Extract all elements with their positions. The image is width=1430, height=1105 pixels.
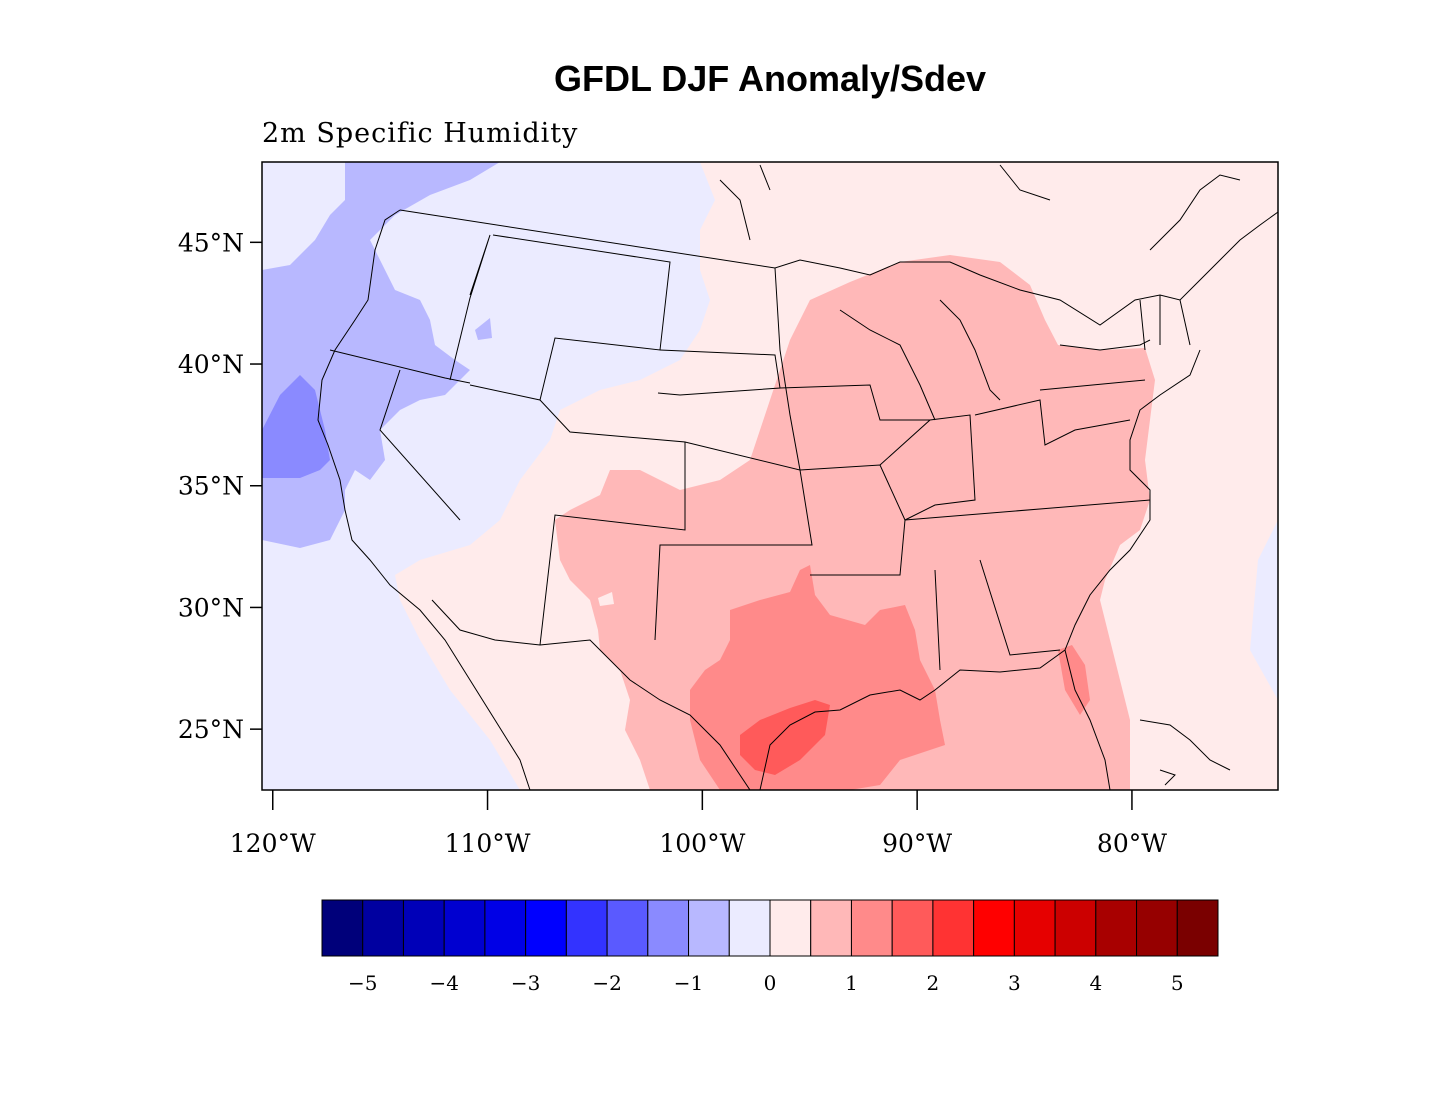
map-plot-area [262, 162, 1278, 790]
contour-2-to-3-florida [1058, 645, 1090, 715]
latitude-axis: 45°N 40°N 35°N 30°N 25°N [178, 228, 262, 744]
map-subtitle: 2m Specific Humidity [262, 118, 579, 149]
colorbar-label: −2 [592, 971, 621, 995]
colorbar-swatch [810, 899, 852, 957]
colorbar-label: 3 [1008, 971, 1021, 995]
colorbar-swatch [1095, 899, 1138, 957]
colorbar-label: 1 [845, 971, 858, 995]
colorbar-label: 2 [927, 971, 940, 995]
colorbar-swatch [891, 899, 934, 957]
colorbar-swatch [850, 899, 893, 957]
colorbar-swatch [525, 899, 567, 957]
lat-tick-label: 25°N [178, 715, 244, 744]
colorbar-swatch [1136, 899, 1178, 957]
map-frame [261, 161, 1279, 791]
lon-tick-label: 110°W [445, 829, 531, 858]
contour-minus-2-to-minus-3 [262, 375, 330, 478]
lat-tick-label: 35°N [178, 472, 244, 501]
colorbar-swatch [321, 899, 364, 957]
lon-tick-label: 90°W [882, 829, 952, 858]
colorbar-swatch [443, 899, 486, 957]
colorbar-swatch [1054, 899, 1097, 957]
colorbar-swatch [1013, 899, 1056, 957]
lon-tick-label: 100°W [659, 829, 745, 858]
colorbar-label: 0 [764, 971, 777, 995]
contour-1-to-2 [555, 255, 1155, 790]
colorbar-swatch [1176, 899, 1219, 957]
colorbar-swatch [647, 899, 690, 957]
lat-tick-label: 40°N [178, 350, 244, 379]
colorbar-swatch [728, 899, 771, 957]
colorbar-swatch [362, 899, 404, 957]
lon-tick-label: 80°W [1097, 829, 1167, 858]
colorbar-swatch [402, 899, 445, 957]
contour-minus-1-patch [475, 318, 492, 340]
colorbar-label: −1 [674, 971, 703, 995]
colorbar-label: 4 [1089, 971, 1102, 995]
colorbar-label: −5 [348, 971, 377, 995]
contour-3-to-4 [740, 700, 830, 775]
lat-tick-label: 30°N [178, 593, 244, 622]
colorbar-swatch [769, 899, 812, 957]
colorbar-label: −3 [511, 971, 540, 995]
colorbar-swatch [565, 899, 608, 957]
longitude-axis: 120°W 110°W 100°W 90°W 80°W [230, 790, 1167, 858]
colorbar: −5 −4 −3 −2 −1 0 1 2 3 4 5 [321, 899, 1219, 995]
contour-0-to-1-hole [598, 592, 614, 606]
coastlines-and-borders [317, 164, 1278, 790]
lon-tick-label: 120°W [230, 829, 316, 858]
colorbar-swatch [606, 899, 649, 957]
colorbar-label: 5 [1171, 971, 1184, 995]
map-title: GFDL DJF Anomaly/Sdev [553, 58, 987, 99]
colorbar-swatch [688, 899, 730, 957]
lat-tick-label: 45°N [178, 228, 244, 257]
colorbar-swatch [932, 899, 975, 957]
colorbar-label: −4 [429, 971, 458, 995]
colorbar-swatch [484, 899, 527, 957]
colorbar-swatch [973, 899, 1015, 957]
